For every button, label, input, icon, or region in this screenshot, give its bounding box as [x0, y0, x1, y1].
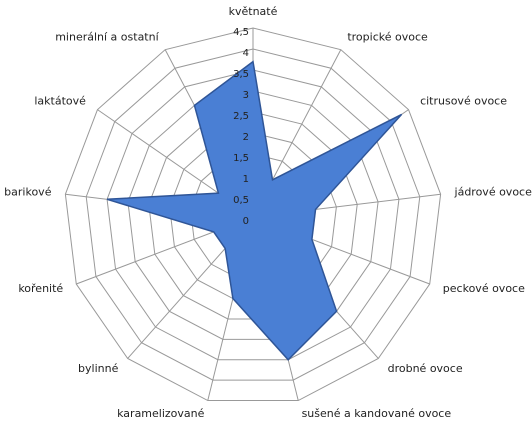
category-label: drobné ovoce: [388, 362, 463, 375]
r-tick-label: 2,5: [233, 111, 249, 122]
category-label: karamelizované: [117, 407, 205, 420]
radar-area: [106, 60, 403, 361]
grid-ring: [85, 48, 421, 381]
r-tick-label: 1: [243, 174, 249, 185]
grid-ring: [64, 27, 442, 402]
r-tick-label: 3,5: [233, 69, 249, 80]
category-label: kořenité: [18, 282, 63, 295]
category-label: bylinné: [78, 362, 119, 375]
category-label: minerální a ostatní: [55, 30, 159, 43]
category-label: citrusové ovoce: [420, 95, 507, 108]
r-tick-label: 4,5: [233, 27, 249, 38]
category-label: peckové ovoce: [443, 282, 525, 295]
category-label: laktátové: [34, 95, 86, 108]
category-label: tropické ovoce: [347, 30, 428, 43]
r-tick-label: 2: [243, 132, 249, 143]
r-tick-label: 0,5: [233, 195, 249, 206]
category-label: jádrové ovoce: [454, 186, 532, 199]
category-label: květnaté: [229, 5, 278, 18]
r-tick-label: 1,5: [233, 153, 249, 164]
r-tick-label: 3: [243, 90, 249, 101]
r-tick-label: 0: [243, 216, 249, 227]
category-label: sušené a kandované ovoce: [302, 407, 452, 420]
grid-ring: [106, 69, 400, 361]
r-tick-label: 4: [243, 48, 249, 59]
category-label: barikové: [4, 186, 52, 199]
